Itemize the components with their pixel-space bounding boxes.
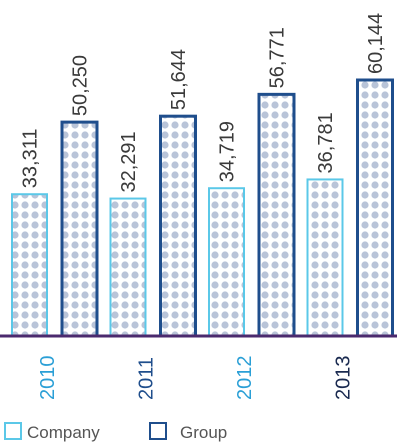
bar-group-2010-fill xyxy=(62,122,97,336)
category-label-2012: 2012 xyxy=(234,356,256,401)
bar-group-2012-fill xyxy=(259,94,294,336)
bar-group-2013-fill xyxy=(357,80,393,336)
value-label-company-2011: 32,291 xyxy=(118,131,140,192)
value-label-company-2010: 33,311 xyxy=(20,129,42,189)
value-label-company-2012: 34,719 xyxy=(217,121,239,182)
bar-group-2011-fill xyxy=(160,116,196,336)
bar-company-2012-fill xyxy=(209,188,244,336)
category-labels-layer: 2010 2011 2012 2013 xyxy=(37,356,355,401)
value-label-group-2011: 51,644 xyxy=(168,49,190,110)
legend-label-company: Company xyxy=(27,423,100,442)
legend: Company Group xyxy=(4,422,227,442)
bar-company-2010-fill xyxy=(12,194,47,336)
bar-company-2011-fill xyxy=(110,198,146,336)
category-label-2010: 2010 xyxy=(37,356,59,401)
value-label-group-2010: 50,250 xyxy=(70,55,92,116)
category-label-2011: 2011 xyxy=(136,357,158,400)
category-label-2013: 2013 xyxy=(333,356,355,401)
bars-layer xyxy=(11,78,394,338)
value-label-company-2013: 36,781 xyxy=(315,112,337,173)
legend-swatch-company xyxy=(4,422,22,440)
value-label-group-2013: 60,144 xyxy=(365,13,387,74)
value-label-group-2012: 56,771 xyxy=(267,27,289,88)
bar-company-2013-fill xyxy=(307,179,343,336)
legend-label-group: Group xyxy=(180,423,227,442)
value-labels-layer: 33,311 50,250 32,291 51,644 34,719 56,771 36,7… xyxy=(20,13,388,193)
legend-swatch-group xyxy=(149,422,167,440)
